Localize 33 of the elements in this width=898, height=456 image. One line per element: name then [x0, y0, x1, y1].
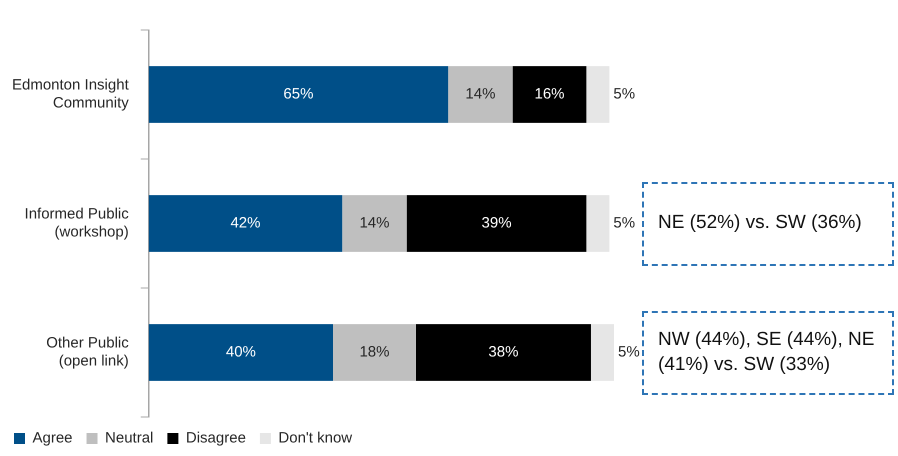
- data-label: 38%: [488, 344, 518, 361]
- bar: [586, 66, 610, 123]
- data-label: 5%: [613, 214, 636, 232]
- data-label: 42%: [230, 214, 260, 232]
- legend-label: Don't know: [278, 430, 352, 447]
- data-label: 5%: [613, 86, 636, 103]
- bar: [448, 66, 513, 123]
- data-label: 14%: [359, 214, 390, 232]
- data-label: 5%: [618, 344, 640, 361]
- text: NW (44%), SE (44%), NE (41%) vs. SW (33%): [642, 310, 894, 394]
- bar: [586, 195, 610, 252]
- bar: [333, 324, 416, 381]
- y-tick-label: Other Public (open link): [46, 334, 130, 370]
- text: NE (52%) vs. SW (36%): [642, 182, 894, 266]
- legend-label: Agree: [32, 430, 73, 447]
- bar: [148, 324, 333, 381]
- bar: [342, 195, 407, 252]
- bar: [512, 66, 586, 123]
- bar: [148, 195, 342, 252]
- legend-label: Disagree: [186, 430, 246, 447]
- y-tick-label: Informed Public (workshop): [24, 206, 130, 241]
- bar: [590, 324, 614, 381]
- bar: [148, 66, 448, 123]
- bar: [406, 195, 586, 252]
- legend-label: Neutral: [105, 430, 154, 447]
- data-label: 16%: [534, 86, 565, 103]
- data-label: 40%: [226, 344, 256, 361]
- bar: [416, 324, 591, 381]
- data-label: 39%: [482, 214, 512, 232]
- data-label: 14%: [465, 86, 496, 103]
- data-label: 18%: [359, 344, 390, 361]
- data-label: 65%: [283, 86, 314, 103]
- y-tick-label: Edmonton Insight Community: [12, 76, 130, 112]
